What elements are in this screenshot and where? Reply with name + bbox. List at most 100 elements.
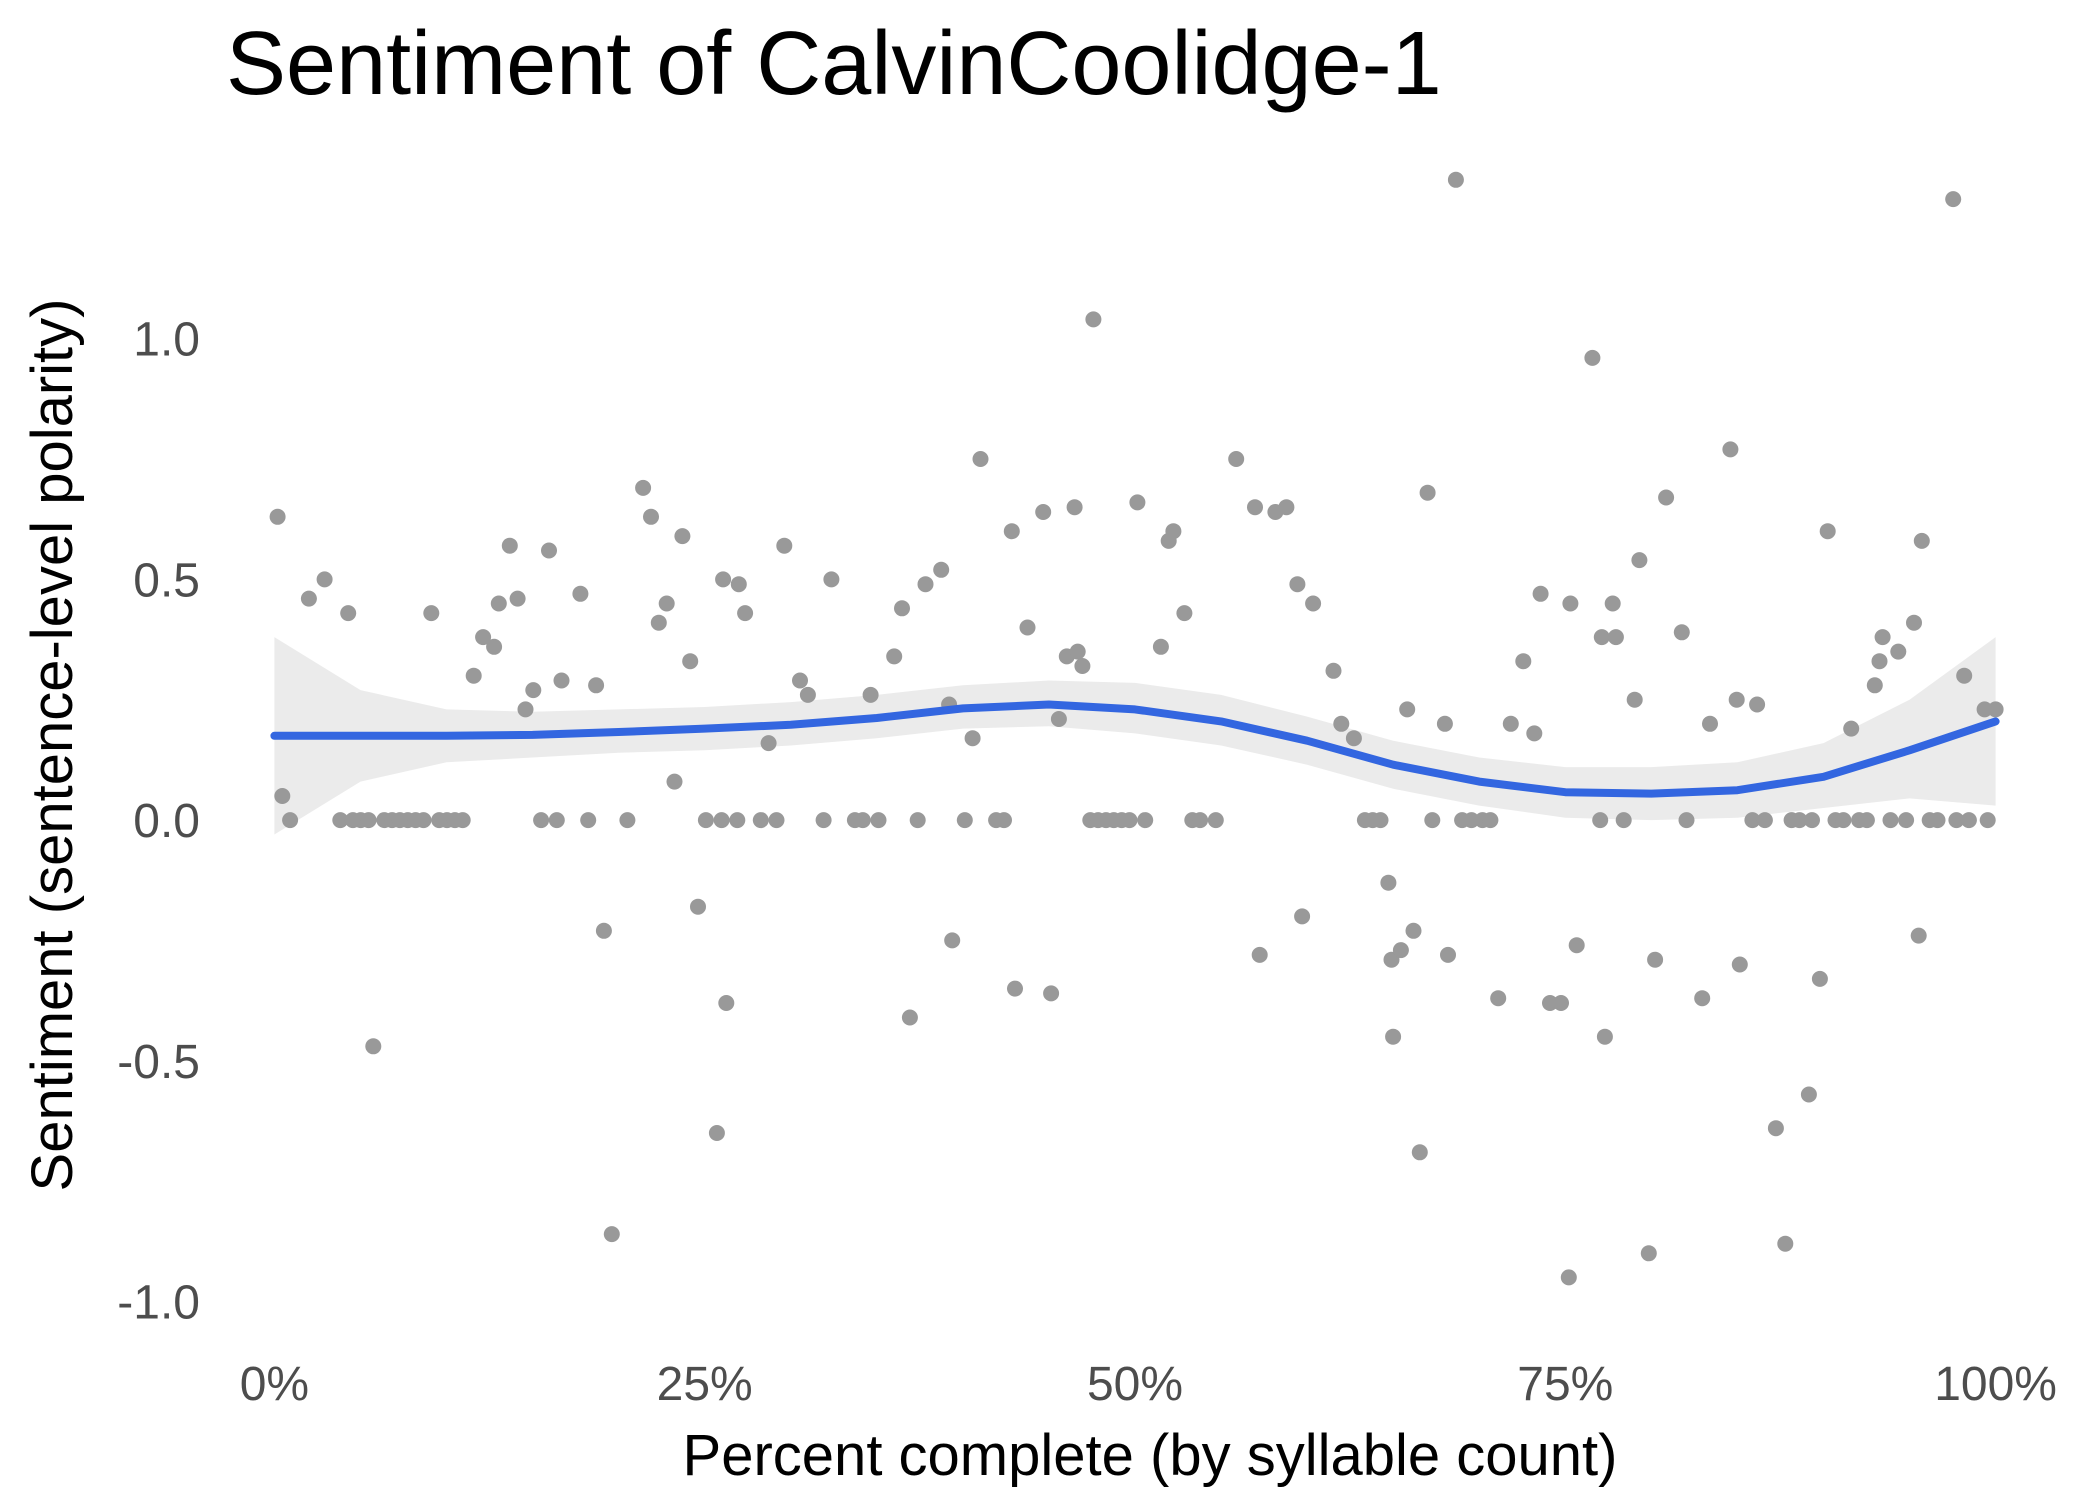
data-point-47 [690, 898, 706, 915]
data-point-54 [730, 576, 747, 593]
data-point-183 [1871, 653, 1888, 670]
data-point-43 [658, 595, 675, 612]
data-point-17 [423, 605, 440, 622]
data-point-49 [708, 1125, 725, 1141]
data-point-113 [1294, 908, 1311, 925]
data-point-190 [1913, 532, 1930, 549]
data-point-90 [1074, 658, 1091, 674]
data-point-92 [1085, 311, 1102, 328]
data-point-51 [715, 571, 732, 588]
data-point-198 [1979, 812, 1996, 829]
smooth-line-layer [270, 700, 2000, 798]
data-point-81 [1003, 523, 1020, 540]
data-point-199 [1987, 701, 2004, 718]
data-point-186 [1890, 643, 1907, 660]
data-point-9 [360, 812, 377, 829]
data-point-158 [1658, 489, 1675, 506]
data-point-166 [1744, 812, 1761, 829]
data-point-146 [1568, 937, 1585, 954]
data-point-84 [1035, 504, 1052, 520]
data-point-46 [682, 653, 699, 670]
data-point-138 [1502, 715, 1519, 732]
data-point-134 [1463, 812, 1480, 829]
confidence-band-layer [274, 637, 1996, 835]
data-point-117 [1345, 730, 1362, 747]
data-point-44 [666, 773, 683, 790]
data-point-86 [1050, 711, 1067, 727]
data-point-197 [1976, 701, 1993, 718]
data-point-26 [501, 537, 518, 554]
data-point-145 [1562, 595, 1579, 612]
data-point-73 [933, 561, 950, 578]
data-point-42 [650, 614, 667, 631]
data-point-121 [1380, 874, 1397, 891]
data-point-178 [1835, 812, 1852, 829]
data-point-24 [486, 638, 503, 655]
data-point-58 [768, 812, 785, 829]
data-point-33 [553, 672, 570, 689]
data-point-65 [854, 812, 871, 829]
data-point-159 [1673, 624, 1690, 641]
data-point-72 [917, 576, 934, 593]
data-point-156 [1640, 1245, 1657, 1262]
y-tick-label-2: 0.0 [133, 795, 200, 848]
data-point-3 [300, 590, 317, 607]
x-tick-label-1: 25% [657, 1358, 753, 1411]
data-point-120 [1372, 812, 1389, 829]
data-point-136 [1482, 812, 1499, 829]
data-point-164 [1728, 691, 1745, 708]
data-point-100 [1152, 638, 1169, 655]
data-point-97 [1121, 812, 1138, 829]
data-point-63 [823, 571, 840, 588]
data-point-61 [799, 686, 816, 703]
data-point-76 [956, 812, 973, 829]
data-point-82 [1007, 980, 1023, 997]
data-point-151 [1604, 595, 1621, 612]
data-point-70 [901, 1009, 918, 1026]
points-layer [269, 171, 2004, 1286]
data-point-148 [1592, 812, 1609, 829]
data-point-77 [964, 730, 981, 747]
data-point-40 [635, 479, 652, 496]
data-point-116 [1333, 715, 1350, 732]
y-axis-title: Sentiment (sentence-level polarity) [20, 299, 85, 1192]
data-point-139 [1515, 653, 1532, 670]
x-tick-label-3: 75% [1517, 1358, 1613, 1411]
data-point-85 [1043, 985, 1060, 1002]
data-point-196 [1960, 812, 1977, 829]
data-point-78 [972, 451, 989, 467]
data-point-23 [475, 629, 492, 646]
data-point-67 [870, 812, 887, 829]
data-point-112 [1289, 576, 1306, 593]
data-point-55 [737, 605, 754, 622]
data-point-174 [1804, 812, 1820, 829]
data-point-157 [1647, 951, 1664, 968]
data-point-155 [1631, 552, 1648, 569]
data-point-163 [1722, 441, 1739, 458]
data-point-131 [1440, 946, 1456, 963]
data-point-188 [1906, 614, 1922, 631]
data-point-38 [603, 1226, 620, 1243]
data-point-41 [643, 508, 659, 525]
data-point-152 [1607, 629, 1624, 646]
data-point-1 [274, 788, 291, 804]
data-point-5 [332, 812, 349, 829]
data-point-161 [1694, 990, 1711, 1007]
data-point-141 [1532, 585, 1549, 602]
data-point-39 [619, 812, 636, 829]
data-point-75 [944, 932, 961, 949]
data-point-160 [1678, 812, 1695, 829]
data-point-52 [718, 995, 735, 1011]
data-point-107 [1228, 451, 1245, 467]
data-point-137 [1490, 990, 1507, 1007]
data-point-193 [1945, 191, 1962, 208]
data-point-187 [1898, 812, 1915, 829]
chart-title: Sentiment of CalvinCoolidge-1 [226, 14, 1442, 114]
data-point-16 [415, 812, 432, 829]
data-point-182 [1866, 677, 1883, 694]
data-point-153 [1615, 812, 1632, 829]
data-point-173 [1800, 1086, 1817, 1103]
data-point-32 [548, 812, 565, 829]
data-point-66 [862, 686, 879, 703]
